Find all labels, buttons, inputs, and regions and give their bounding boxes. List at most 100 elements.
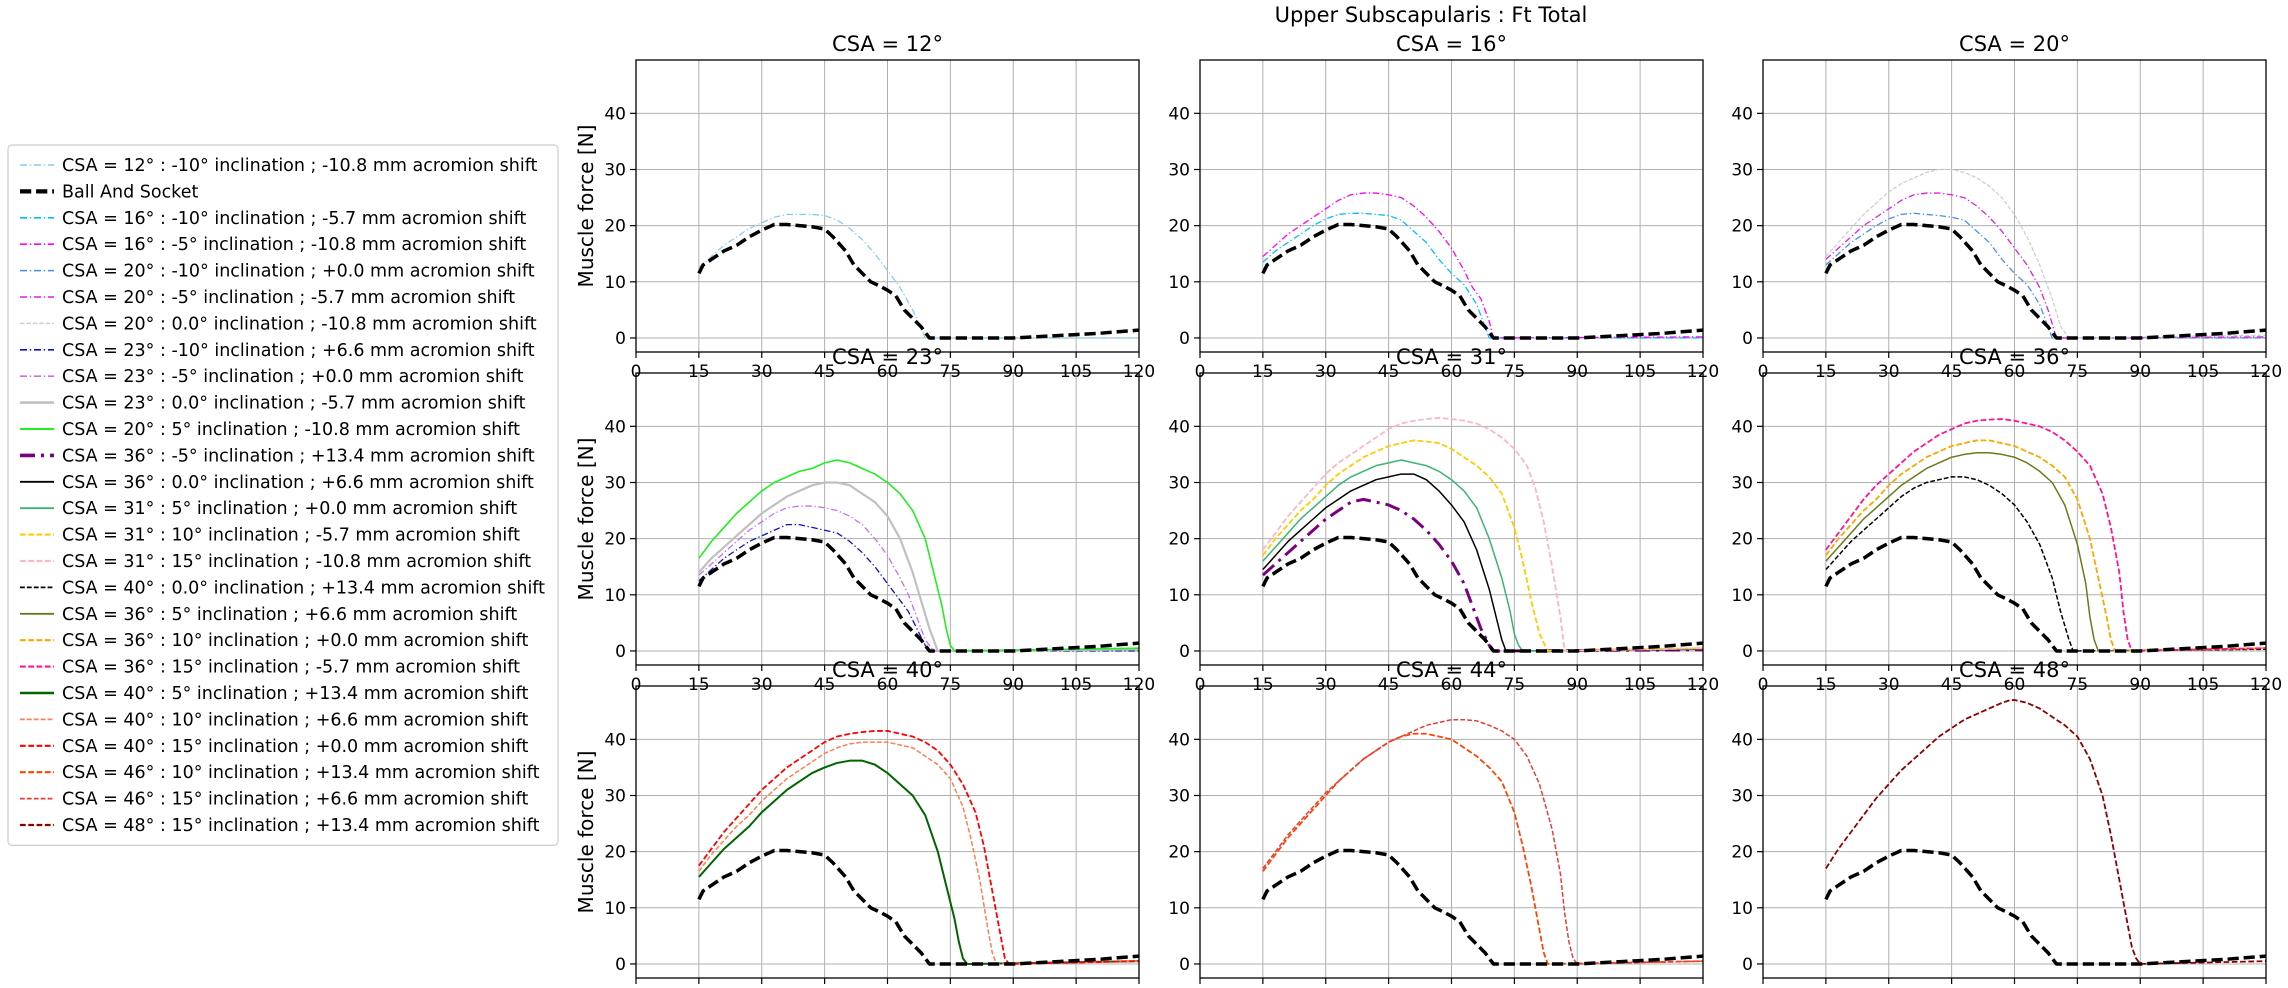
y-tick-label: 10 xyxy=(1168,586,1190,606)
legend-label: Ball And Socket xyxy=(62,182,198,202)
series-line xyxy=(1825,699,2266,965)
subplot: 0 15 30 45 60 75 90 105 120 0 10 20 30 40 CSA = 12° Mus… xyxy=(574,32,1155,382)
series-line xyxy=(1262,718,1703,965)
subplot-title: CSA = 36° xyxy=(1959,345,2070,369)
x-tick-label: 75 xyxy=(940,362,962,382)
series-line xyxy=(698,459,1139,652)
subplot-grid: 0 15 30 45 60 75 90 105 120 0 10 20 30 40 CSA = 12° Mus… xyxy=(574,32,2282,984)
y-tick-label: 40 xyxy=(1731,417,1753,437)
y-tick-label: 30 xyxy=(604,474,626,494)
y-tick-label: 20 xyxy=(1168,530,1190,550)
x-tick-label: 105 xyxy=(2187,362,2219,382)
x-tick-label: 105 xyxy=(1060,362,1092,382)
y-tick-label: 30 xyxy=(1168,787,1190,807)
x-tick-label: 75 xyxy=(2067,675,2089,695)
x-tick-label: 30 xyxy=(1878,362,1900,382)
x-tick-label: 120 xyxy=(2250,362,2282,382)
legend-label: CSA = 12° : -10° inclination ; -10.8 mm … xyxy=(62,156,538,176)
legend-label: CSA = 20° : 0.0° inclination ; -10.8 mm … xyxy=(62,314,537,334)
x-tick-label: 45 xyxy=(814,675,836,695)
series-line xyxy=(1825,168,2266,339)
series-line xyxy=(1261,535,1703,653)
series-line xyxy=(1262,473,1703,652)
x-tick-label: 15 xyxy=(1252,675,1274,695)
y-tick-label: 10 xyxy=(1168,899,1190,919)
series-line xyxy=(1262,459,1703,652)
plot-frame xyxy=(1762,372,2267,666)
x-tick-label: 45 xyxy=(814,362,836,382)
series-line xyxy=(698,759,1139,965)
x-tick-label: 90 xyxy=(1002,362,1024,382)
series-group xyxy=(1261,718,1703,966)
legend-label: CSA = 40° : 10° inclination ; +6.6 mm ac… xyxy=(62,710,528,730)
x-tick-label: 15 xyxy=(1815,362,1837,382)
legend-label: CSA = 16° : -5° inclination ; -10.8 mm a… xyxy=(62,235,526,255)
y-tick-label: 10 xyxy=(604,273,626,293)
x-tick-label: 75 xyxy=(1504,675,1526,695)
legend-label: CSA = 20° : -5° inclination ; -5.7 mm ac… xyxy=(62,288,515,308)
y-tick-label: 40 xyxy=(604,730,626,750)
series-line xyxy=(1824,535,2266,653)
x-tick-label: 15 xyxy=(1815,675,1837,695)
series-group xyxy=(1824,699,2266,966)
legend-label: CSA = 46° : 15° inclination ; +6.6 mm ac… xyxy=(62,790,528,810)
x-tick-label: 60 xyxy=(2004,675,2026,695)
series-line xyxy=(698,523,1139,652)
series-line xyxy=(1261,497,1703,653)
series-line xyxy=(698,730,1139,965)
series-line xyxy=(698,213,1139,339)
plot-frame xyxy=(1199,685,1704,979)
legend-box xyxy=(7,144,559,847)
legend-label: CSA = 48° : 15° inclination ; +13.4 mm a… xyxy=(62,816,540,836)
x-tick-label: 90 xyxy=(1002,675,1024,695)
y-tick-label: 20 xyxy=(1168,217,1190,237)
x-tick-label: 60 xyxy=(877,675,899,695)
x-tick-label: 120 xyxy=(1123,362,1155,382)
y-tick-label: 20 xyxy=(1731,530,1753,550)
x-tick-label: 15 xyxy=(688,362,710,382)
series-line xyxy=(1262,439,1703,652)
y-tick-label: 10 xyxy=(1731,899,1753,919)
y-tick-label: 20 xyxy=(604,217,626,237)
y-tick-label: 0 xyxy=(615,329,626,349)
subplot-title: CSA = 23° xyxy=(832,345,943,369)
x-tick-label: 90 xyxy=(2129,675,2151,695)
series-line xyxy=(697,848,1139,966)
plot-frame xyxy=(1762,685,2267,979)
y-tick-label: 40 xyxy=(1168,104,1190,124)
x-tick-label: 60 xyxy=(1441,362,1463,382)
y-axis-label: Muscle force [N] xyxy=(574,751,598,914)
x-tick-label: 75 xyxy=(1504,362,1526,382)
subplot-title: CSA = 48° xyxy=(1959,658,2070,682)
subplot: 0 15 30 45 60 75 90 105 120 0 10 20 30 40 CSA = 16° xyxy=(1168,32,1719,382)
x-tick-label: 105 xyxy=(1624,675,1656,695)
series-line xyxy=(1262,417,1703,652)
x-tick-label: 30 xyxy=(751,362,773,382)
x-tick-label: 75 xyxy=(2067,362,2089,382)
y-tick-label: 40 xyxy=(1168,417,1190,437)
subplot-title: CSA = 16° xyxy=(1396,32,1507,56)
legend-label: CSA = 31° : 5° inclination ; +0.0 mm acr… xyxy=(62,499,517,519)
x-tick-label: 120 xyxy=(2250,675,2282,695)
legend-label: CSA = 36° : 15° inclination ; -5.7 mm ac… xyxy=(62,658,520,678)
series-line xyxy=(1824,848,2266,966)
x-tick-label: 45 xyxy=(1941,362,1963,382)
subplot: 0 15 30 45 60 75 90 105 120 0 10 20 30 40 CSA = 20° xyxy=(1731,32,2282,382)
x-tick-label: 90 xyxy=(1566,362,1588,382)
y-axis-label: Muscle force [N] xyxy=(574,438,598,601)
x-tick-label: 60 xyxy=(877,362,899,382)
series-line xyxy=(1824,222,2266,340)
series-group xyxy=(1824,168,2266,340)
legend-label: CSA = 40° : 5° inclination ; +13.4 mm ac… xyxy=(62,684,528,704)
series-line xyxy=(698,481,1139,653)
x-tick-label: 120 xyxy=(1687,362,1719,382)
y-tick-label: 20 xyxy=(604,530,626,550)
series-line xyxy=(1825,451,2266,652)
x-tick-label: 0 xyxy=(1758,675,1769,695)
legend-label: CSA = 16° : -10° inclination ; -5.7 mm a… xyxy=(62,209,526,229)
legend-label: CSA = 36° : 5° inclination ; +6.6 mm acr… xyxy=(62,605,517,625)
plot-frame xyxy=(1199,372,1704,666)
